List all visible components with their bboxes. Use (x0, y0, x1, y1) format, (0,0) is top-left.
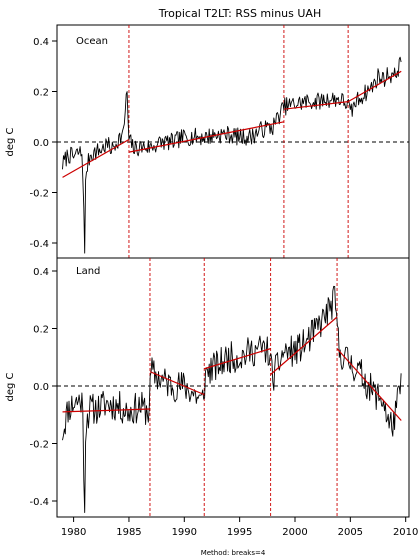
land-panel: Land deg C -0.4 -0.2 0.0 0.2 0.4 (5, 257, 410, 518)
x-tick-label: 2010 (393, 527, 418, 538)
x-tick-label: 2005 (338, 527, 363, 538)
ocean-y-tick-label: 0.4 (33, 37, 49, 48)
x-tick-label: 1995 (227, 527, 252, 538)
land-y-axis-label: deg C (5, 372, 16, 401)
ocean-fit-segment (62, 138, 130, 178)
x-tick-label: 1980 (61, 527, 86, 538)
chart-title: Tropical T2LT: RSS minus UAH (158, 7, 321, 20)
ocean-fit-segment (128, 121, 285, 153)
land-fit-segment (149, 371, 205, 396)
method-caption: Method: breaks=4 (201, 549, 266, 557)
ocean-y-tick-label: 0.2 (33, 88, 49, 99)
ocean-series-line (62, 56, 402, 254)
ocean-y-tick-label: -0.4 (29, 239, 49, 250)
ocean-y-axis-label: deg C (5, 127, 16, 156)
land-fit-segment (336, 348, 402, 421)
ocean-y-tick-label: 0.0 (33, 138, 49, 149)
x-tick-label: 1990 (172, 527, 197, 538)
ocean-y-tick-label: -0.2 (29, 189, 49, 200)
land-fit-segment (270, 316, 338, 375)
ocean-panel-label: Ocean (76, 36, 108, 47)
x-tick-label: 1985 (116, 527, 141, 538)
land-panel-frame (56, 257, 410, 518)
ocean-panel: Ocean deg C -0.4 -0.2 0.0 0.2 0.4 (5, 24, 410, 259)
ocean-fit-segment (347, 70, 402, 103)
land-y-tick-label: 0.4 (33, 267, 49, 278)
ocean-fit-segment (283, 101, 349, 110)
x-tick-label: 2000 (282, 527, 307, 538)
land-y-tick-label: 0.0 (33, 382, 49, 393)
land-fit-segment (62, 408, 151, 413)
land-y-tick-label: 0.2 (33, 325, 49, 336)
land-y-tick-label: -0.2 (29, 440, 49, 451)
land-fit-segment (204, 348, 271, 370)
land-panel-label: Land (76, 266, 100, 277)
land-y-tick-label: -0.4 (29, 497, 49, 508)
